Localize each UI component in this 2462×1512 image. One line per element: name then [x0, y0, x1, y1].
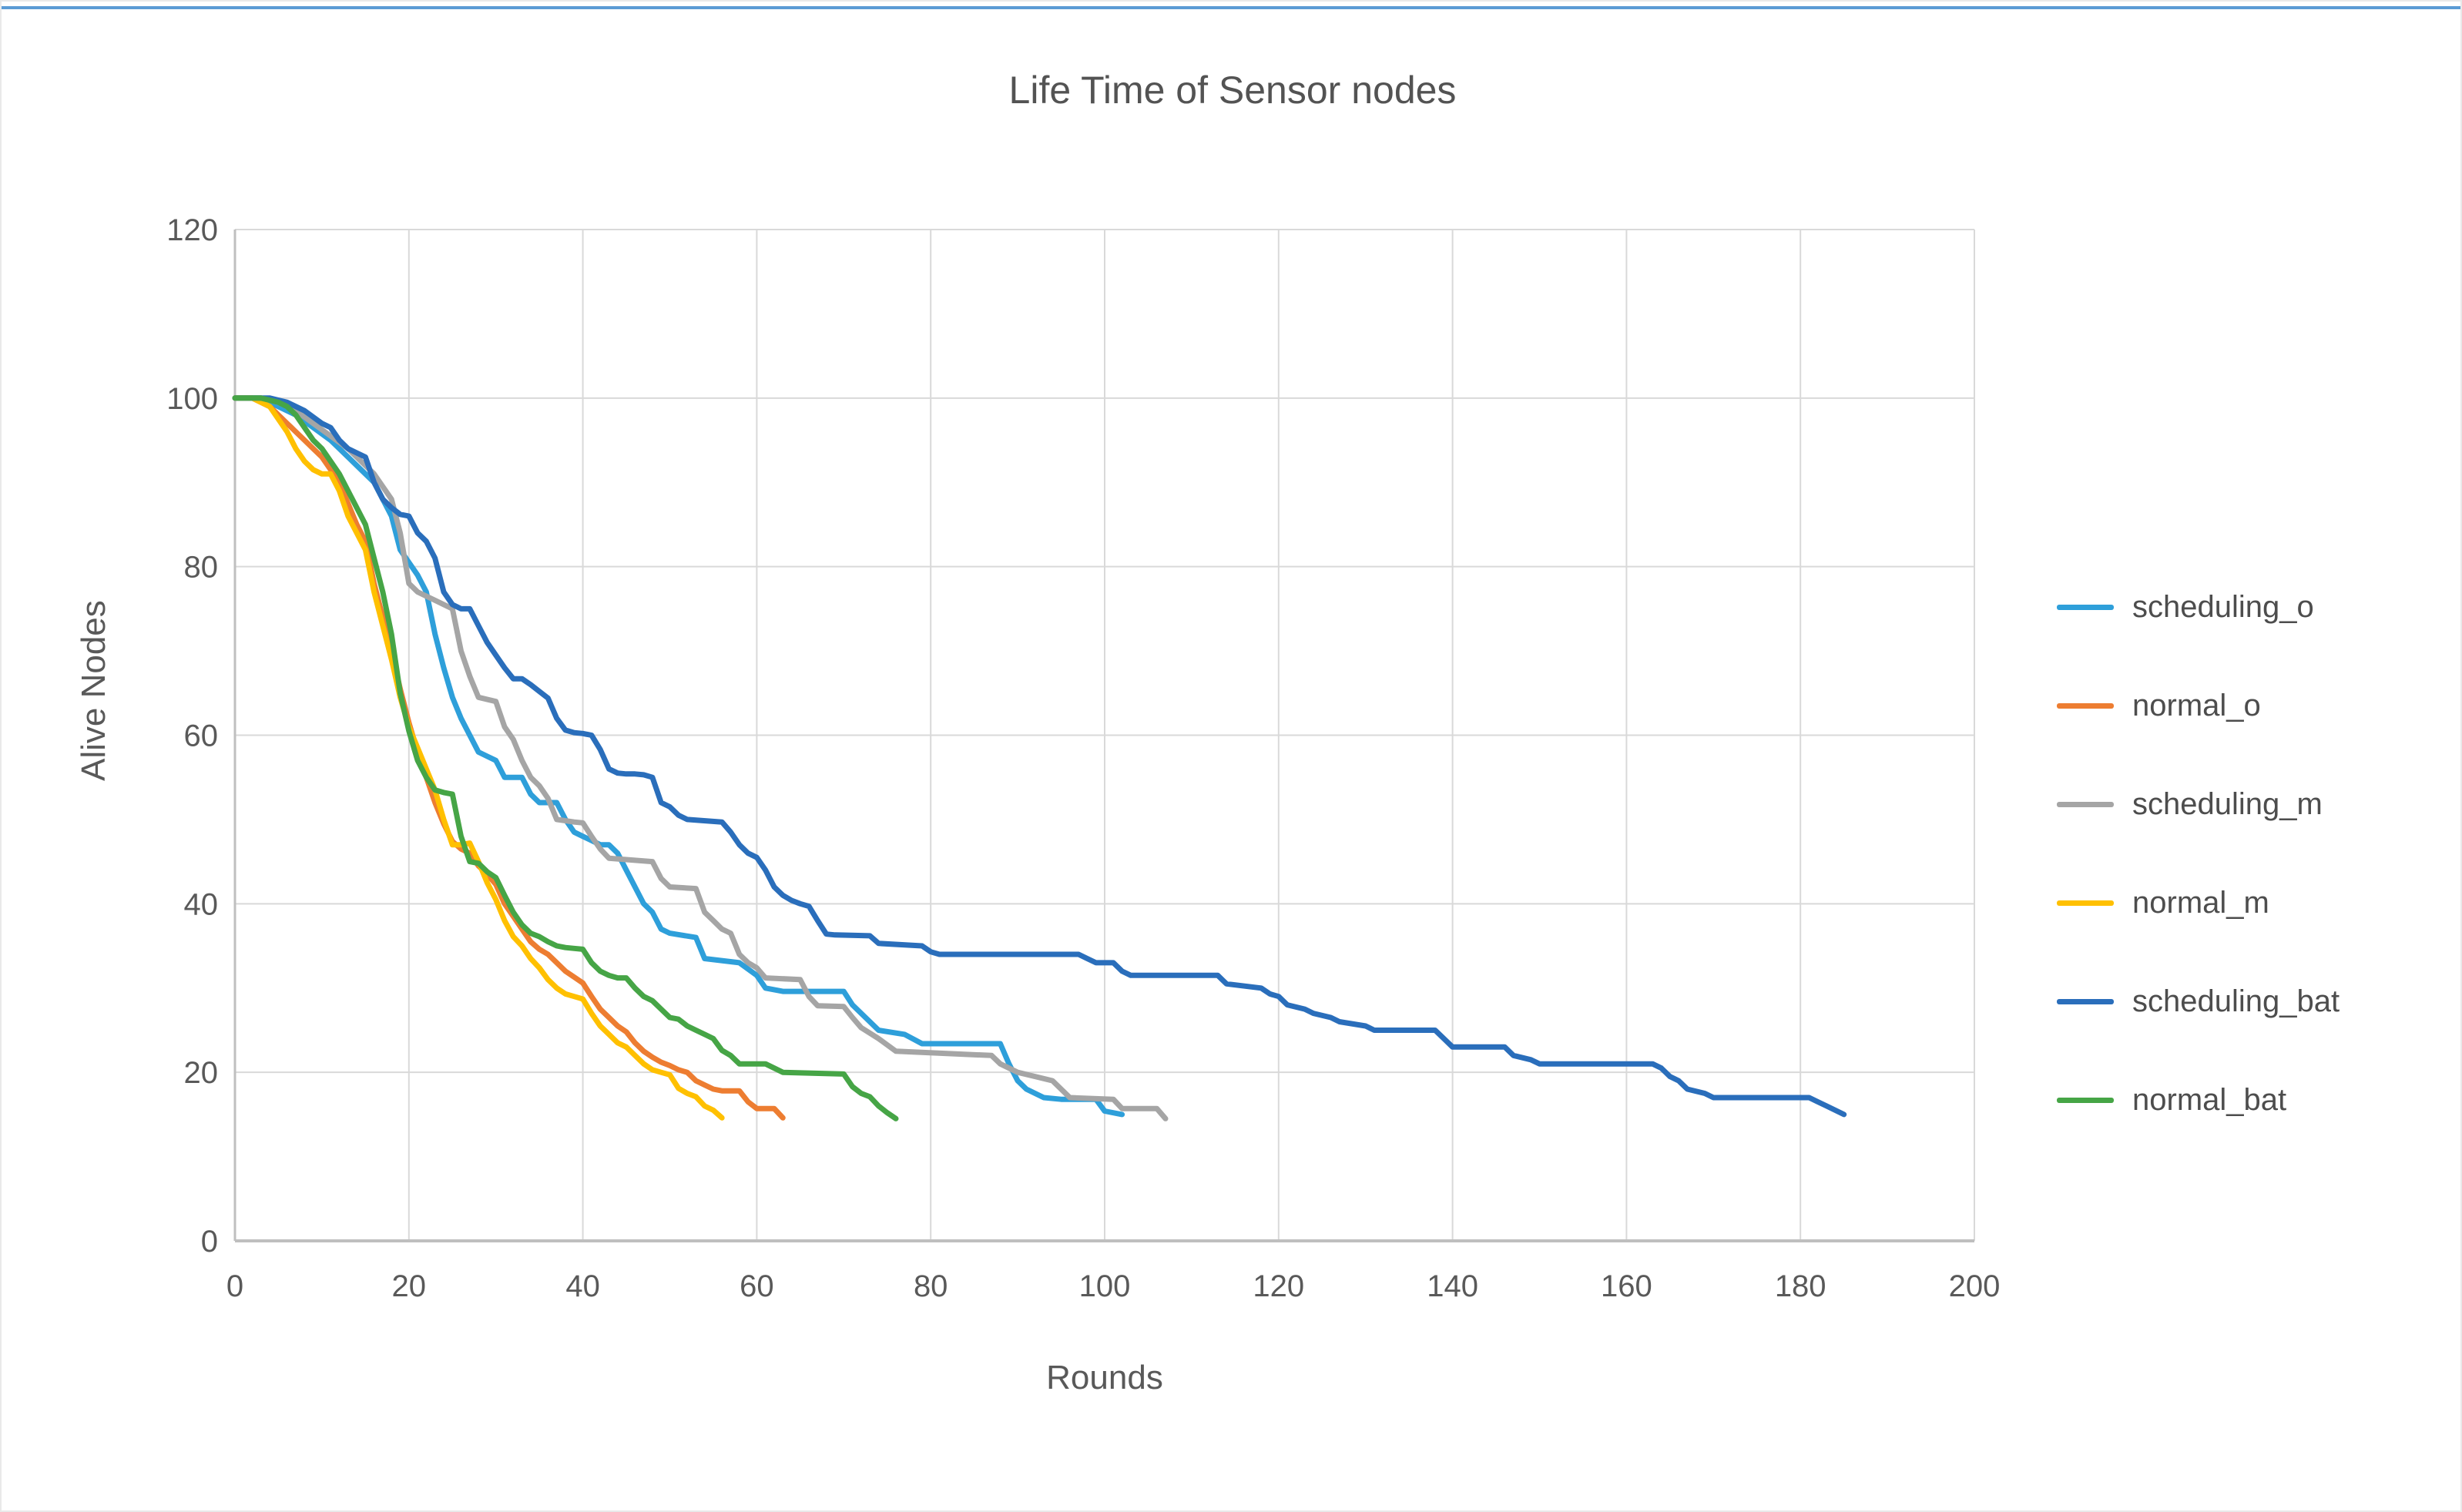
legend-swatch-normal_bat [2057, 1097, 2114, 1103]
x-tick-label-0: 0 [226, 1269, 243, 1303]
x-tick-label-60: 60 [740, 1269, 774, 1303]
x-tick-label-100: 100 [1079, 1269, 1131, 1303]
y-tick-label-80: 80 [184, 551, 219, 585]
legend-swatch-scheduling_o [2057, 604, 2114, 610]
legend-item-scheduling_m: scheduling_m [2057, 755, 2340, 853]
series-line-scheduling_bat [232, 395, 1847, 1118]
x-tick-label-200: 200 [1949, 1269, 2001, 1303]
y-tick-label-120: 120 [166, 213, 218, 247]
legend-item-scheduling_bat: scheduling_bat [2057, 952, 2340, 1051]
legend-item-normal_bat: normal_bat [2057, 1051, 2340, 1149]
x-tick-label-160: 160 [1601, 1269, 1652, 1303]
x-tick-label-120: 120 [1253, 1269, 1304, 1303]
legend-swatch-normal_m [2057, 900, 2114, 906]
y-tick-label-20: 20 [184, 1056, 219, 1090]
legend-label-scheduling_m: scheduling_m [2132, 786, 2323, 821]
series-line-normal_m [232, 395, 725, 1121]
legend-label-normal_m: normal_m [2132, 885, 2269, 920]
chart-title: Life Time of Sensor nodes [1008, 69, 1457, 112]
x-tick-label-40: 40 [565, 1269, 600, 1303]
series-line-normal_o [232, 395, 786, 1121]
legend-swatch-normal_o [2057, 702, 2114, 709]
legend-label-scheduling_bat: scheduling_bat [2132, 984, 2340, 1018]
y-tick-label-40: 40 [184, 887, 219, 921]
legend-item-normal_o: normal_o [2057, 656, 2340, 755]
legend-swatch-scheduling_m [2057, 801, 2114, 807]
legend-label-normal_o: normal_o [2132, 688, 2261, 722]
legend-label-normal_bat: normal_bat [2132, 1082, 2287, 1117]
y-tick-label-60: 60 [184, 719, 219, 753]
y-tick-label-100: 100 [166, 382, 218, 416]
legend-label-scheduling_o: scheduling_o [2132, 589, 2314, 624]
y-axis-title: Alive Nodes [75, 600, 112, 781]
legend-item-scheduling_o: scheduling_o [2057, 558, 2340, 656]
x-tick-label-20: 20 [392, 1269, 427, 1303]
x-tick-label-140: 140 [1427, 1269, 1478, 1303]
x-tick-label-80: 80 [914, 1269, 948, 1303]
legend-item-normal_m: normal_m [2057, 853, 2340, 952]
series-line-normal_bat [232, 395, 899, 1121]
series-line-scheduling_o [232, 395, 1125, 1118]
legend-swatch-scheduling_bat [2057, 998, 2114, 1004]
top-accent-line [2, 6, 2460, 9]
legend: scheduling_o normal_o scheduling_m normal_m… [2057, 558, 2340, 1149]
series-line-scheduling_m [232, 395, 1169, 1121]
x-tick-label-180: 180 [1775, 1269, 1826, 1303]
y-tick-label-0: 0 [201, 1225, 218, 1259]
x-axis-title: Rounds [1046, 1359, 1163, 1396]
